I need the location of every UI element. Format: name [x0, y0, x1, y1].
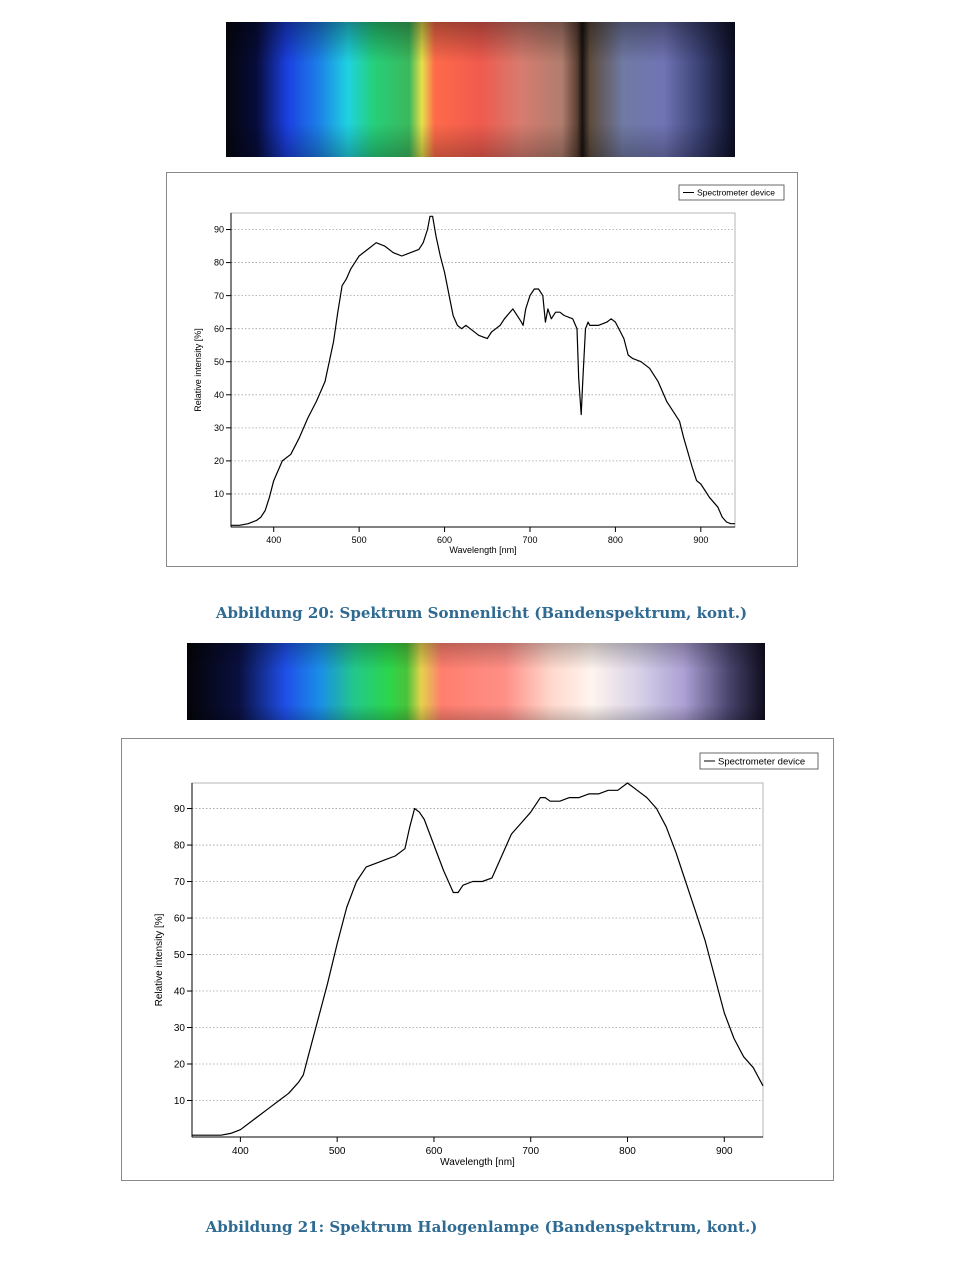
x-tick-label: 400	[232, 1146, 249, 1157]
y-tick-label: 20	[214, 456, 224, 466]
legend-label: Spectrometer device	[697, 188, 775, 198]
y-tick-label: 50	[214, 357, 224, 367]
plot-area	[191, 782, 764, 1138]
y-tick-label: 90	[174, 804, 186, 815]
y-tick-label: 40	[174, 987, 186, 998]
y-tick-label: 50	[174, 950, 186, 961]
x-tick-label: 900	[693, 535, 708, 545]
halogen-chart-svg: 10 20 30 40 50 60 70 80 90 400 500 600 700 800 900 Wave…	[154, 752, 819, 1168]
x-tick-label: 700	[522, 535, 537, 545]
figure-20-caption: Abbildung 20: Spektrum Sonnenlicht (Band…	[215, 604, 748, 622]
legend-label: Spectrometer device	[718, 757, 805, 768]
y-tick-label: 10	[214, 489, 224, 499]
halogen-spectrum-image	[187, 643, 765, 720]
x-tick-label: 900	[716, 1146, 733, 1157]
y-tick-label: 40	[214, 390, 224, 400]
y-tick-label: 60	[174, 914, 186, 925]
series-line	[231, 215, 735, 526]
x-tick-label: 600	[426, 1146, 443, 1157]
y-tick-label: 80	[214, 258, 224, 268]
sunlight-spectrum-strip	[226, 22, 735, 157]
y-tick-label: 30	[174, 1023, 186, 1034]
figure-21-caption: Abbildung 21: Spektrum Halogenlampe (Ban…	[205, 1218, 758, 1236]
y-axis-label: Relative intensity [%]	[154, 913, 165, 1006]
y-tick-label: 10	[174, 1096, 186, 1107]
x-tick-label: 400	[266, 535, 281, 545]
sunlight-chart: 10 20 30 40 50 60 70 80 90 400 500 600 700 800 900 Wave…	[166, 172, 798, 567]
x-tick-label: 600	[437, 535, 452, 545]
halogen-spectrum-strip	[187, 643, 765, 720]
y-tick-label: 60	[214, 324, 224, 334]
x-tick-label: 700	[522, 1146, 539, 1157]
x-tick-label: 500	[352, 535, 367, 545]
x-tick-label: 500	[329, 1146, 346, 1157]
x-tick-label: 800	[608, 535, 623, 545]
sunlight-chart-svg: 10 20 30 40 50 60 70 80 90 400 500 600 700 800 900 Wave…	[193, 184, 785, 555]
legend-box	[699, 752, 819, 770]
x-tick-label: 800	[619, 1146, 636, 1157]
plot-area	[230, 212, 736, 528]
y-tick-label: 90	[214, 225, 224, 235]
x-axis-label: Wavelength [nm]	[449, 545, 516, 555]
y-tick-label: 70	[214, 291, 224, 301]
y-tick-label: 70	[174, 877, 186, 888]
legend-box	[678, 184, 785, 201]
halogen-chart: 10 20 30 40 50 60 70 80 90 400 500 600 700 800 900 Wave…	[121, 738, 834, 1181]
y-tick-label: 20	[174, 1060, 186, 1071]
y-axis-label: Relative intensity [%]	[193, 328, 203, 412]
x-axis-label: Wavelength [nm]	[440, 1157, 515, 1168]
y-tick-label: 80	[174, 841, 186, 852]
sunlight-spectrum-image	[226, 22, 735, 157]
y-tick-label: 30	[214, 423, 224, 433]
series-line	[192, 782, 764, 1136]
